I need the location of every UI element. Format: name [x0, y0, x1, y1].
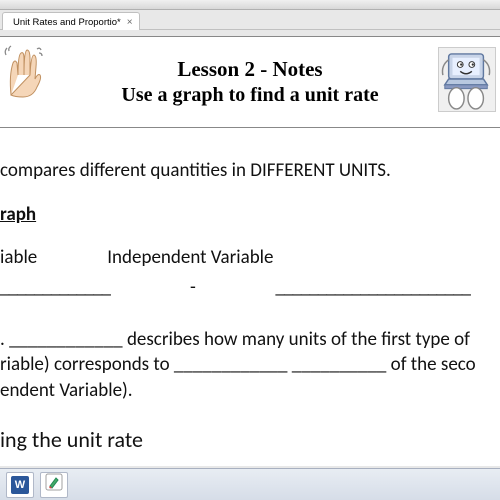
- lesson-subtitle: Use a graph to find a unit rate: [121, 84, 378, 107]
- lesson-header: Lesson 2 - Notes Use a graph to find a u…: [0, 36, 500, 128]
- blanks-row: _____________ - _______________________: [0, 275, 496, 301]
- definition-line: compares different quantities in DIFFERE…: [0, 158, 496, 184]
- title-block: Lesson 2 - Notes Use a graph to find a u…: [121, 57, 378, 107]
- blank-right: _______________________: [275, 275, 470, 301]
- waving-hand-icon: [2, 45, 44, 100]
- lesson-number: Lesson 2 - Notes: [121, 57, 378, 82]
- description-paragraph: . ____________ describes how many units …: [0, 327, 496, 404]
- word-app-button[interactable]: W: [6, 472, 34, 498]
- tab-strip: Unit Rates and Proportio* ×: [0, 10, 500, 30]
- section-heading: raph: [0, 202, 496, 228]
- close-icon[interactable]: ×: [127, 18, 133, 28]
- document-content: compares different quantities in DIFFERE…: [0, 128, 500, 455]
- dependent-variable-label: iable: [0, 245, 37, 271]
- window-chrome: [0, 0, 500, 10]
- tab-title: Unit Rates and Proportio*: [13, 17, 121, 28]
- independent-variable-label: Independent Variable: [107, 245, 273, 271]
- taskbar: W: [0, 468, 500, 500]
- document-page: Lesson 2 - Notes Use a graph to find a u…: [0, 36, 500, 466]
- document-tab[interactable]: Unit Rates and Proportio* ×: [2, 12, 140, 30]
- smartboard-app-button[interactable]: [40, 472, 68, 498]
- cutoff-heading: ing the unit rate: [0, 425, 496, 455]
- laptop-cartoon-icon: [438, 47, 496, 112]
- blank-left: _____________: [0, 275, 110, 301]
- pen-icon: [45, 473, 63, 496]
- blank-dash: -: [190, 275, 195, 301]
- variables-row: iable Independent Variable: [0, 245, 496, 271]
- word-icon: W: [11, 476, 29, 494]
